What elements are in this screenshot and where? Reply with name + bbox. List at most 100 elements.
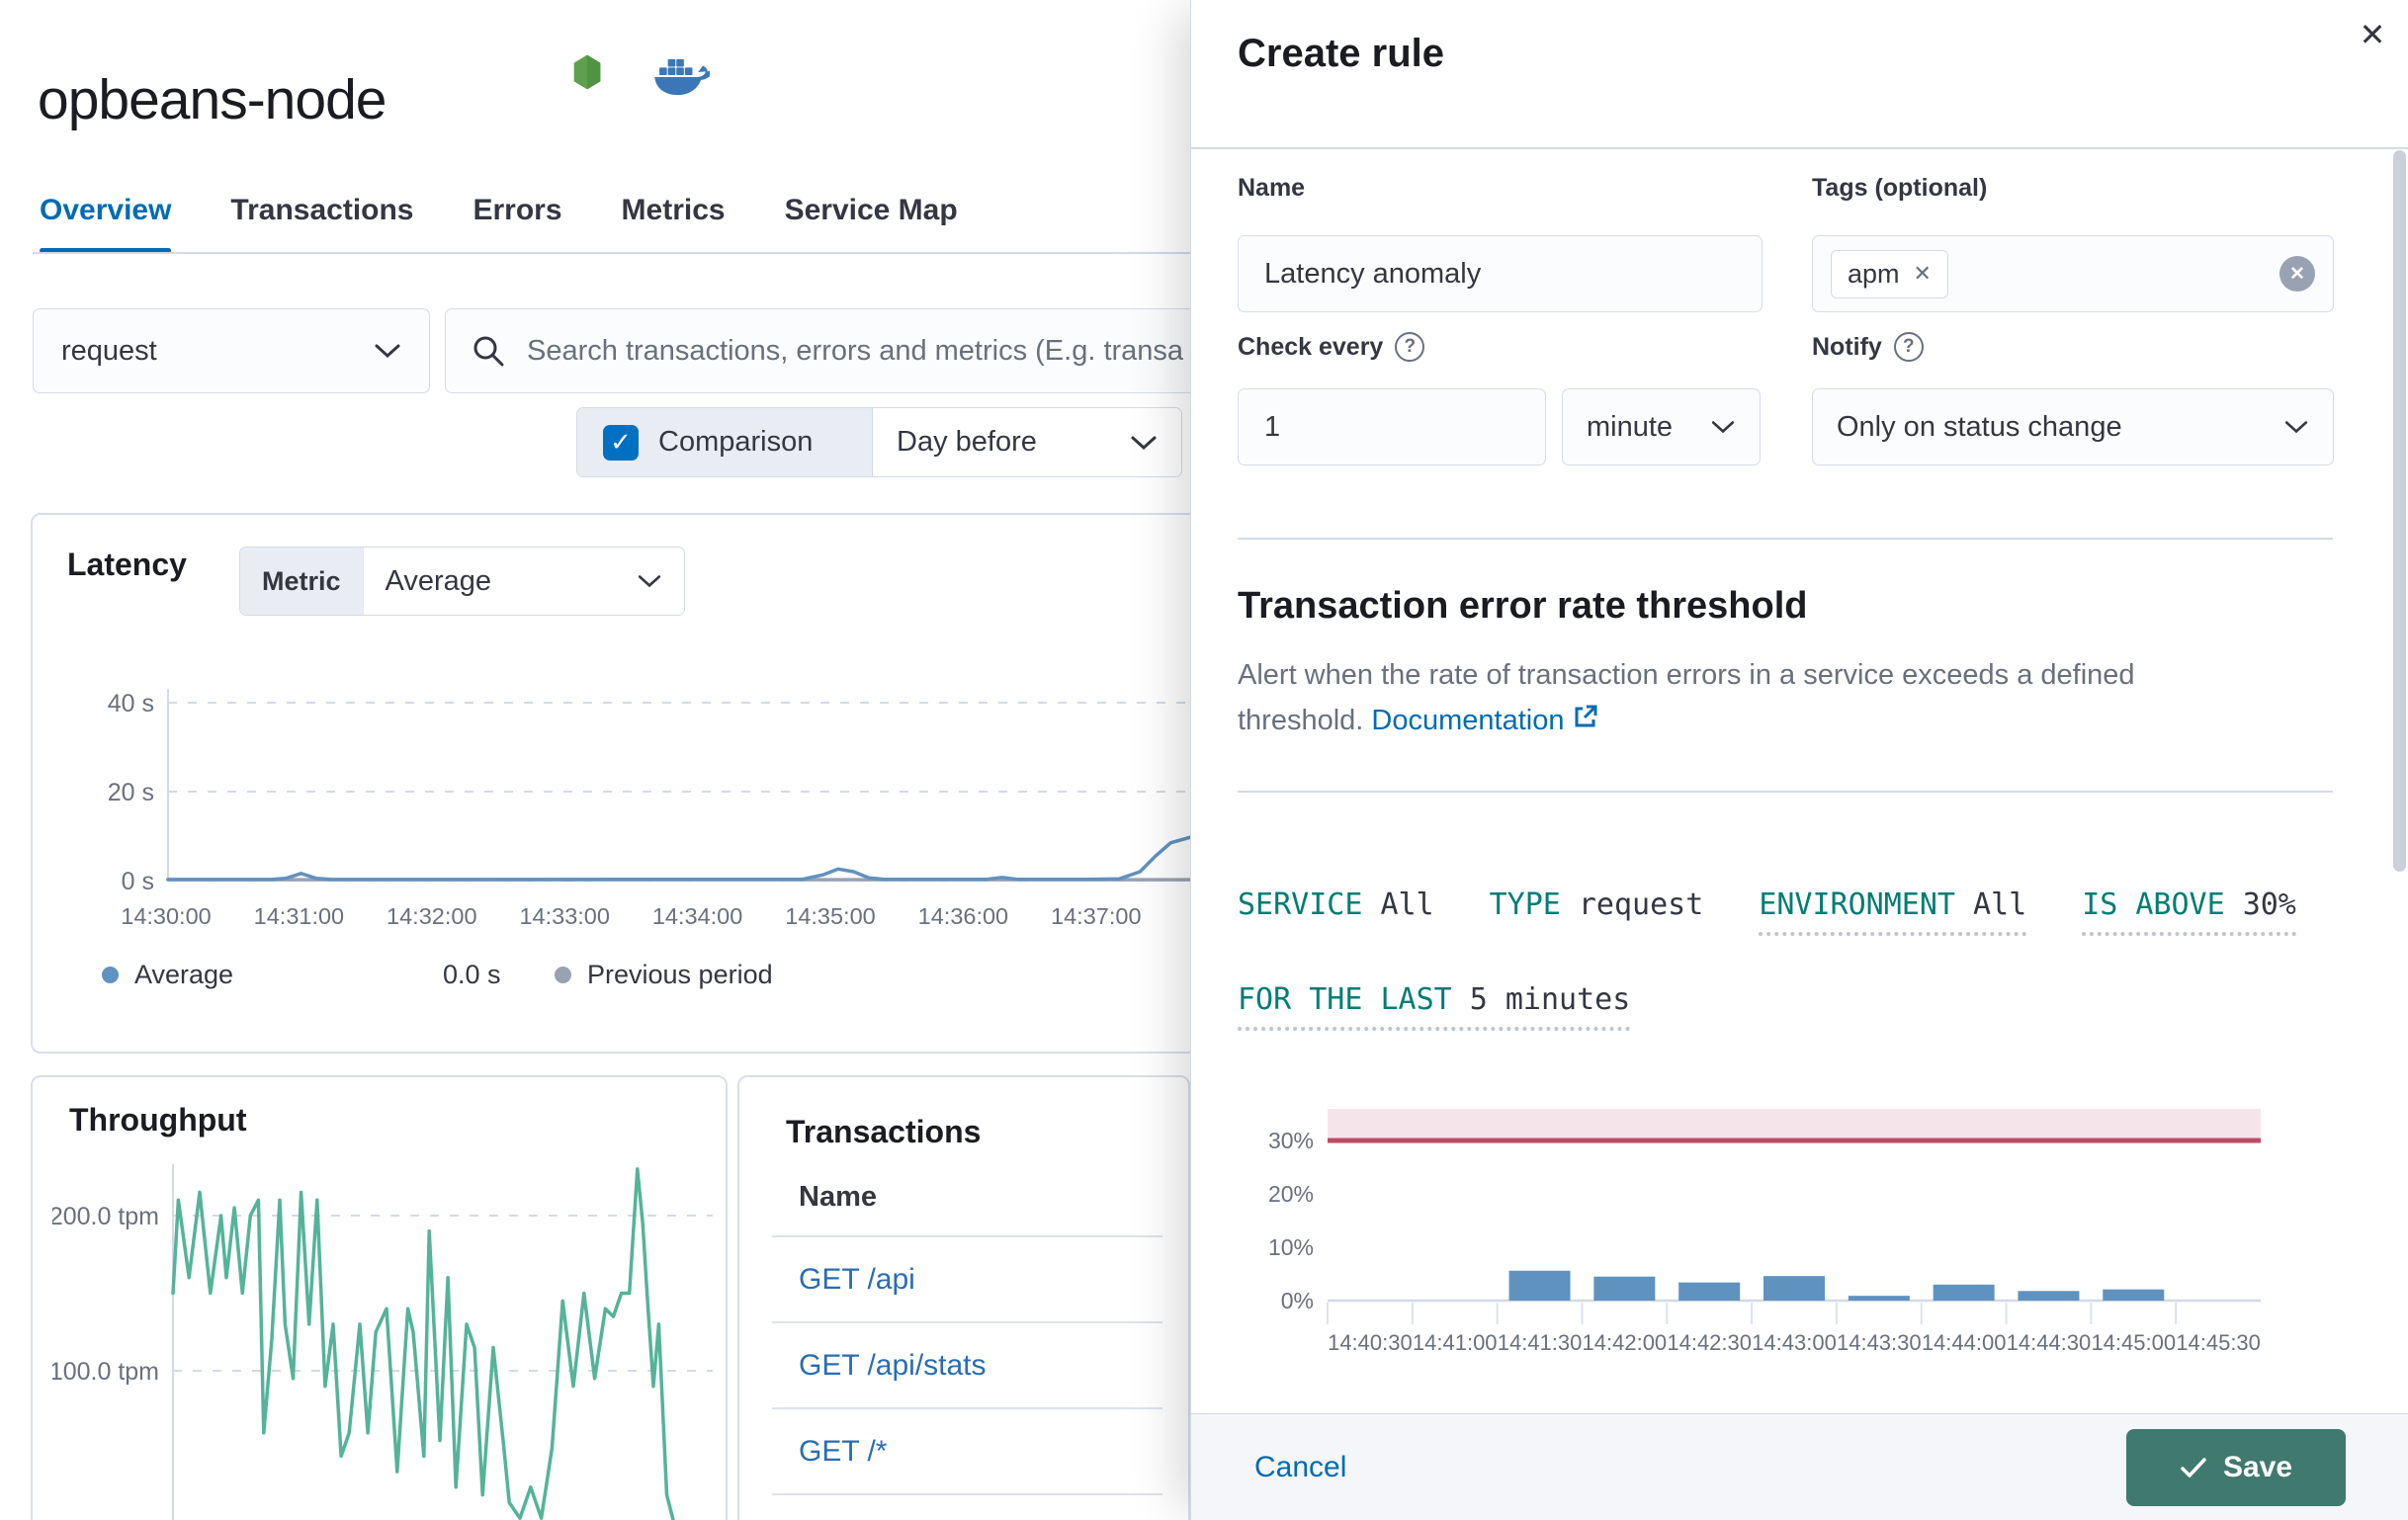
notify-label-text: Notify — [1812, 332, 1882, 361]
tab-transactions[interactable]: Transactions — [230, 194, 414, 226]
expression-environment[interactable]: ENVIRONMENT All — [1759, 887, 2027, 936]
transaction-type-select[interactable]: request — [33, 308, 430, 393]
svg-text:14:43:30: 14:43:30 — [1837, 1330, 1922, 1355]
docker-icon — [652, 55, 713, 102]
transactions-table: GET /api GET /api/stats GET /* GET /api/pro… — [772, 1235, 1162, 1520]
rule-expression-row: SERVICE All TYPE request ENVIRONMENT All IS AB… — [1238, 887, 2296, 936]
check-every-value-input[interactable] — [1238, 388, 1546, 465]
expression-is-above[interactable]: IS ABOVE 30% — [2082, 887, 2296, 936]
comparison-period-value: Day before — [897, 426, 1037, 458]
transaction-type-value: request — [61, 334, 157, 367]
rule-duration-row: FOR THE LAST 5 minutes — [1238, 982, 1631, 1031]
rule-name-input[interactable] — [1238, 235, 1763, 312]
expression-for-the-last[interactable]: FOR THE LAST 5 minutes — [1238, 982, 1631, 1031]
tab-service-map[interactable]: Service Map — [784, 194, 958, 226]
latency-panel-title: Latency — [67, 547, 187, 582]
create-rule-flyout: ✕ Create rule Name Tags (optional) apm ✕… — [1190, 0, 2408, 1520]
svg-text:14:43:00: 14:43:00 — [1752, 1330, 1837, 1355]
chevron-down-icon — [1711, 421, 1735, 434]
svg-text:14:36:00: 14:36:00 — [918, 903, 1008, 929]
latency-chart: 40 s 20 s 0 s 14:30:00 14:31:00 14:32:00 14:33… — [108, 689, 1193, 929]
rule-type-description-text: Alert when the rate of transaction error… — [1238, 659, 2135, 736]
expression-service: SERVICE All — [1238, 887, 1434, 922]
svg-text:14:35:00: 14:35:00 — [785, 903, 875, 929]
notify-select[interactable]: Only on status change — [1812, 388, 2334, 465]
section-divider — [1238, 538, 2333, 540]
cancel-button[interactable]: Cancel — [1254, 1450, 1347, 1483]
svg-text:20 s: 20 s — [108, 779, 154, 806]
scrollbar-thumb[interactable] — [2393, 150, 2406, 872]
svg-text:14:42:30: 14:42:30 — [1667, 1330, 1752, 1355]
throughput-chart: 200.0 tpm 100.0 tpm — [52, 1164, 713, 1520]
comparison-checkbox[interactable]: ✓ — [603, 424, 639, 461]
save-button[interactable]: Save — [2126, 1428, 2346, 1506]
transaction-link[interactable]: GET /api — [799, 1262, 915, 1296]
comparison-period-select[interactable]: Day before — [872, 408, 1181, 476]
name-field-label: Name — [1238, 174, 1306, 202]
rule-type-description: Alert when the rate of transaction error… — [1238, 652, 2226, 743]
throughput-panel-title: Throughput — [69, 1102, 247, 1138]
flyout-header-divider — [1191, 147, 2408, 149]
tag-pill-label: apm — [1848, 258, 1900, 289]
legend-dot — [555, 967, 571, 983]
transactions-column-header: Name — [799, 1181, 877, 1213]
svg-text:14:32:00: 14:32:00 — [387, 903, 476, 929]
chevron-down-icon — [2284, 421, 2308, 434]
svg-text:14:41:30: 14:41:30 — [1498, 1330, 1583, 1355]
latency-metric-select[interactable]: Metric Average — [239, 547, 685, 616]
svg-text:200.0 tpm: 200.0 tpm — [52, 1203, 159, 1230]
check-every-unit-select[interactable]: minute — [1562, 388, 1761, 465]
svg-text:14:37:00: 14:37:00 — [1051, 903, 1141, 929]
comparison-checkbox-group[interactable]: ✓ Comparison — [577, 408, 872, 476]
svg-text:40 s: 40 s — [108, 690, 154, 718]
latency-legend: Average 0.0 s Previous period — [102, 960, 1189, 999]
svg-text:14:44:30: 14:44:30 — [2007, 1330, 2092, 1355]
throughput-panel: Throughput 200.0 tpm 100.0 tpm — [31, 1075, 728, 1520]
tags-field-label: Tags (optional) — [1812, 174, 1988, 202]
svg-text:20%: 20% — [1268, 1181, 1314, 1207]
svg-text:14:41:00: 14:41:00 — [1413, 1330, 1498, 1355]
chevron-down-icon — [375, 344, 400, 359]
tags-combobox[interactable]: apm ✕ ✕ — [1812, 235, 2334, 312]
nodejs-icon — [571, 53, 603, 96]
legend-item-average[interactable]: Average — [102, 960, 233, 990]
tag-pill-apm[interactable]: apm ✕ — [1831, 249, 1948, 298]
documentation-link[interactable]: Documentation — [1371, 705, 1597, 736]
tab-errors[interactable]: Errors — [473, 194, 562, 226]
tab-bar: Overview Transactions Errors Metrics Service… — [40, 194, 958, 253]
clear-tags-icon[interactable]: ✕ — [2279, 256, 2315, 292]
check-every-unit-value: minute — [1587, 410, 1674, 443]
tab-overview[interactable]: Overview — [40, 194, 172, 253]
check-icon — [2181, 1457, 2206, 1478]
legend-item-previous-period[interactable]: Previous period — [555, 960, 773, 990]
search-icon — [473, 336, 504, 367]
transaction-link[interactable]: GET /* — [799, 1434, 888, 1468]
svg-text:14:44:00: 14:44:00 — [1922, 1330, 2007, 1355]
table-row: GET /api — [772, 1235, 1162, 1321]
svg-text:14:30:00: 14:30:00 — [121, 903, 211, 929]
svg-text:14:42:00: 14:42:00 — [1583, 1330, 1668, 1355]
table-row: GET /api/stats — [772, 1321, 1162, 1407]
svg-text:30%: 30% — [1268, 1128, 1314, 1153]
save-button-label: Save — [2222, 1450, 2293, 1483]
tab-metrics[interactable]: Metrics — [621, 194, 726, 226]
table-row: GET /* — [772, 1407, 1162, 1493]
help-icon[interactable]: ? — [1893, 332, 1924, 362]
remove-tag-icon[interactable]: ✕ — [1913, 261, 1932, 286]
close-icon[interactable]: ✕ — [2348, 10, 2397, 59]
flyout-title: Create rule — [1238, 32, 1444, 75]
metric-value: Average — [385, 564, 492, 597]
chevron-down-icon — [1131, 436, 1157, 450]
help-icon[interactable]: ? — [1395, 332, 1425, 362]
svg-text:14:45:00: 14:45:00 — [2091, 1330, 2176, 1355]
error-rate-preview-chart: 30%20%10%0%14:40:30 14:41:00 14:41:30 14:42… — [1268, 1109, 2261, 1355]
tab-divider — [33, 252, 1190, 254]
notify-label: Notify ? — [1812, 332, 1924, 362]
transaction-link[interactable]: GET /api/stats — [799, 1348, 987, 1382]
svg-text:0 s: 0 s — [122, 868, 154, 895]
svg-text:0%: 0% — [1281, 1288, 1314, 1313]
comparison-control: ✓ Comparison Day before — [576, 407, 1182, 477]
svg-text:14:40:30: 14:40:30 — [1328, 1330, 1413, 1355]
transactions-panel: Transactions Name GET /api GET /api/stats… — [737, 1075, 1190, 1520]
